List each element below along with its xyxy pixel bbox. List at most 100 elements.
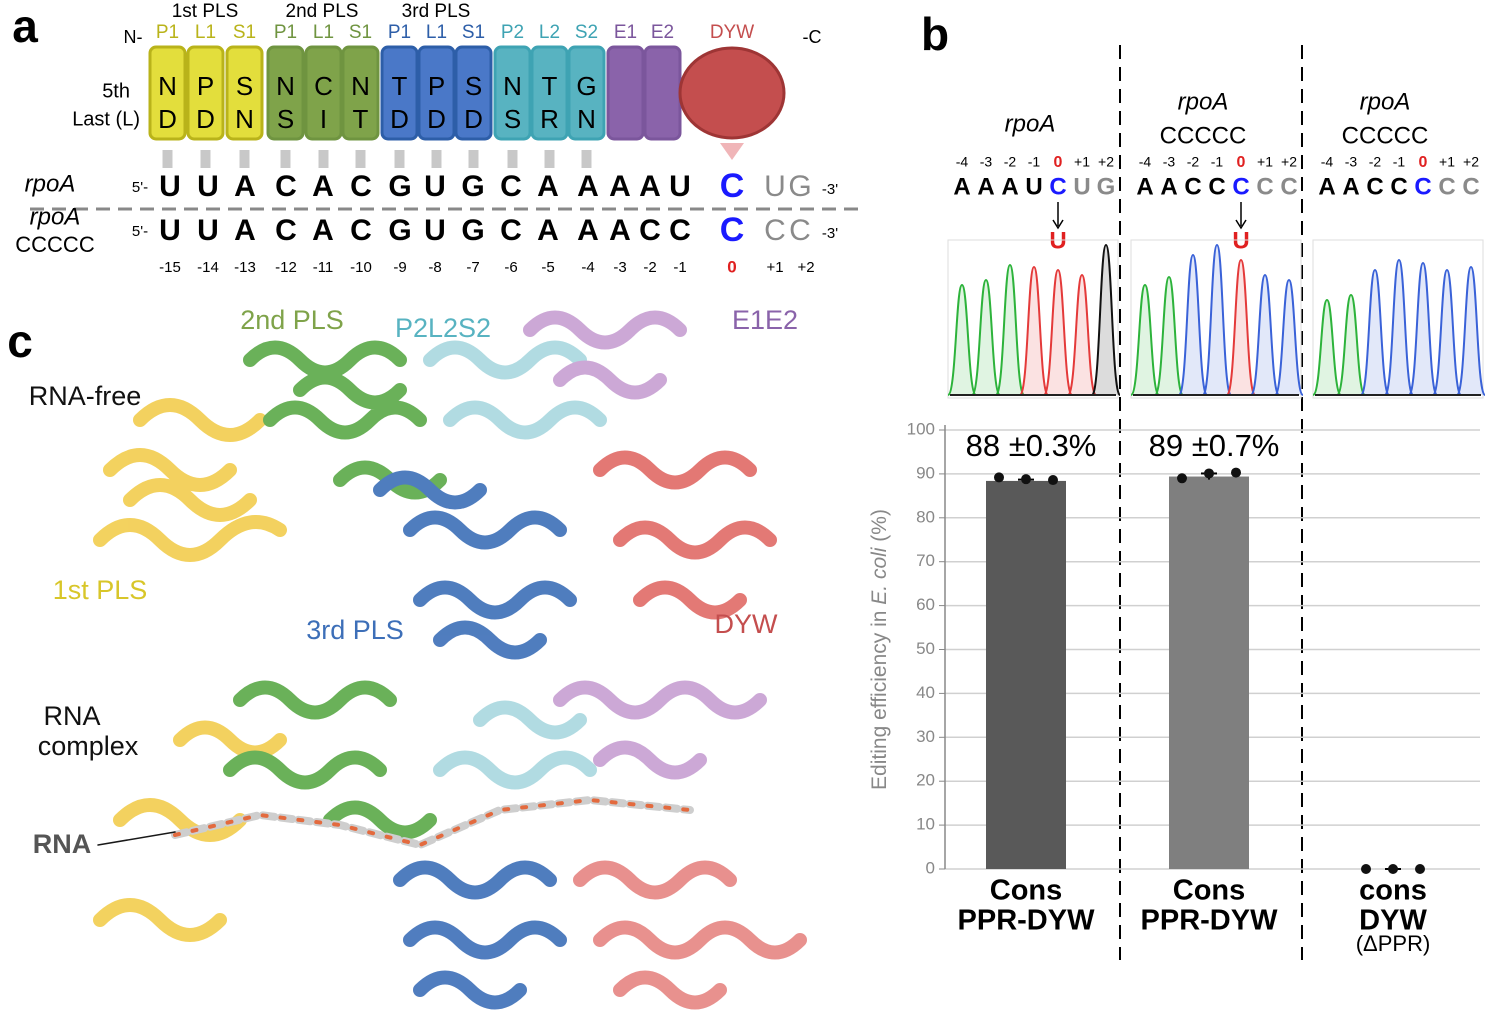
fifth-residue: C xyxy=(314,71,333,101)
value-label: 88 ±0.3% xyxy=(966,428,1097,463)
base: C xyxy=(1438,173,1455,200)
last-residue: D xyxy=(390,104,409,134)
base: A xyxy=(1160,173,1177,200)
fifth-residue: N xyxy=(276,71,295,101)
base: A xyxy=(1342,173,1359,200)
lane-title: rpoA xyxy=(1178,88,1229,115)
y-axis-label: Editing efficiency in E. coli (%) xyxy=(868,509,891,790)
last-residue: D xyxy=(196,104,215,134)
position: -2 xyxy=(1187,154,1200,170)
motif-name: L1 xyxy=(313,22,334,43)
base: A xyxy=(609,170,631,203)
position: +2 xyxy=(1098,154,1114,170)
position: +2 xyxy=(1463,154,1479,170)
peg xyxy=(239,150,250,168)
chromatogram-peak xyxy=(1408,261,1438,396)
position: -3 xyxy=(1345,154,1358,170)
tail-base: C xyxy=(764,214,786,247)
base: U xyxy=(197,214,219,247)
motif-name: P1 xyxy=(156,22,179,43)
position: +2 xyxy=(1281,154,1297,170)
position: -3 xyxy=(1163,154,1176,170)
motif-box xyxy=(417,45,456,141)
position: -12 xyxy=(275,259,297,276)
y-axis-label-part: Editing efficiency in xyxy=(868,605,891,790)
motif-name: S1 xyxy=(462,22,485,43)
fifth-residue: S xyxy=(236,71,253,101)
y-tick-label: 0 xyxy=(926,858,935,877)
motif-name: P1 xyxy=(274,22,297,43)
peg xyxy=(468,150,479,168)
base: G xyxy=(388,214,411,247)
panel-label: a xyxy=(12,0,38,52)
motif-box xyxy=(186,45,225,141)
n-term: N- xyxy=(124,27,143,47)
base: C xyxy=(1184,173,1201,200)
data-point xyxy=(1204,468,1214,479)
chromatogram-frame xyxy=(1130,239,1302,399)
last-residue: S xyxy=(277,104,294,134)
chromatogram-peak xyxy=(1226,258,1256,396)
x-tick-label: DYW xyxy=(1359,905,1427,937)
x-tick-label: cons xyxy=(1359,875,1427,907)
base: U xyxy=(197,170,219,203)
structure-label: 3rd PLS xyxy=(306,615,404,645)
motif-name: L1 xyxy=(195,22,216,43)
x-tick-label: PPR-DYW xyxy=(958,905,1096,937)
motif-box xyxy=(266,45,305,141)
structure-label: 1st PLS xyxy=(53,575,148,605)
motif-box xyxy=(304,45,343,141)
dyw-label: DYW xyxy=(710,22,754,43)
structure-label: RNA xyxy=(33,829,92,859)
chromatogram-peak xyxy=(1178,253,1208,396)
motif-box xyxy=(225,45,264,141)
base: A xyxy=(234,214,256,247)
peg xyxy=(280,150,291,168)
motif-box xyxy=(148,45,187,141)
fifth-residue: N xyxy=(351,71,370,101)
motif-box xyxy=(454,45,493,141)
position: -1 xyxy=(1211,154,1224,170)
data-point xyxy=(1361,864,1371,874)
edited-base: U xyxy=(1049,227,1066,254)
base: C xyxy=(1208,173,1225,200)
base: C xyxy=(1049,173,1066,200)
y-tick-label: 30 xyxy=(916,727,935,746)
bar xyxy=(1169,476,1249,869)
y-tick-label: 10 xyxy=(916,815,935,834)
edit-base: C xyxy=(720,167,745,205)
last-residue: S xyxy=(504,104,521,134)
chromatogram-peak xyxy=(1043,268,1073,396)
x-tick-label: Cons xyxy=(1173,875,1246,907)
three-prime: -3' xyxy=(822,181,838,198)
seq-sub: CCCCC xyxy=(15,232,95,257)
base: A xyxy=(537,170,559,203)
base: A xyxy=(577,214,599,247)
chromatogram-peak xyxy=(1384,258,1414,396)
group-label: 1st PLS xyxy=(172,1,239,22)
last-residue: D xyxy=(427,104,446,134)
base: A xyxy=(234,170,256,203)
chromatogram-peak xyxy=(1250,273,1280,396)
chromatogram-peak xyxy=(1456,265,1485,396)
position: +1 xyxy=(1074,154,1090,170)
position: -8 xyxy=(428,259,441,276)
fifth-residue: T xyxy=(392,71,408,101)
structure-label: DYW xyxy=(715,609,779,639)
fifth-residue: N xyxy=(158,71,177,101)
y-tick-label: 20 xyxy=(916,771,935,790)
base: U xyxy=(424,214,446,247)
position: -1 xyxy=(673,259,686,276)
edit-base: C xyxy=(720,211,745,249)
structure-label: RNA-free xyxy=(29,381,142,411)
y-tick-label: 100 xyxy=(907,419,935,438)
dyw-domain xyxy=(678,46,786,140)
peg xyxy=(431,150,442,168)
base: A xyxy=(1136,173,1153,200)
position: +2 xyxy=(797,259,814,276)
chromatogram-peak xyxy=(1154,275,1184,396)
motif-name: S2 xyxy=(575,22,598,43)
chromatogram-peak xyxy=(1202,243,1232,396)
peg xyxy=(162,150,173,168)
chromatogram-peak xyxy=(1360,268,1390,396)
